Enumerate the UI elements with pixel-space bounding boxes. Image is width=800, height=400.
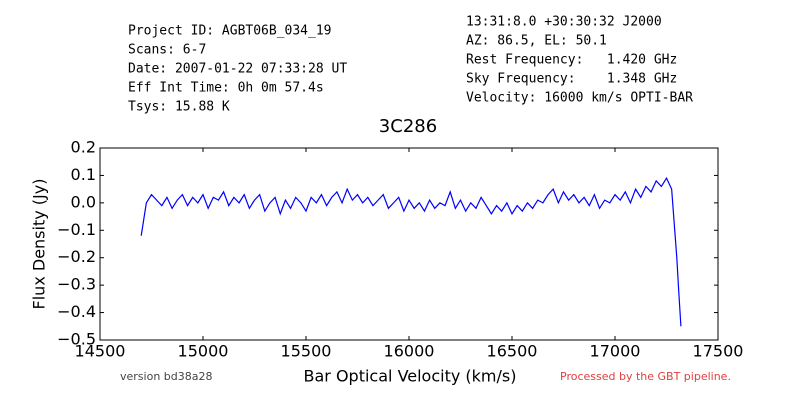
- y-tick-label: −0.2: [57, 247, 96, 266]
- y-axis-label: Flux Density (Jy): [30, 179, 49, 310]
- x-tick-label: 16000: [384, 342, 435, 361]
- y-tick-label: 0.0: [71, 192, 96, 211]
- x-tick-label: 16500: [487, 342, 538, 361]
- chart-title: 3C286: [379, 116, 437, 137]
- header-line: AZ: 86.5, EL: 50.1: [466, 34, 607, 49]
- x-axis-label: Bar Optical Velocity (km/s): [304, 367, 517, 386]
- header-line: Rest Frequency: 1.420 GHz: [466, 53, 677, 68]
- header-line: Date: 2007-01-22 07:33:28 UT: [128, 62, 347, 77]
- x-tick-label: 17000: [590, 342, 641, 361]
- y-tick-label: −0.1: [57, 220, 96, 239]
- header-line: 13:31:8.0 +30:30:32 J2000: [466, 15, 662, 30]
- spectrum-line: [140, 176, 682, 327]
- y-tick-label: 0.2: [71, 138, 96, 157]
- x-tick-label: 15500: [281, 342, 332, 361]
- x-tick-label: 15000: [178, 342, 229, 361]
- y-tick-label: 0.1: [71, 165, 96, 184]
- header-line: Scans: 6-7: [128, 43, 206, 58]
- y-tick-label: −0.3: [57, 275, 96, 294]
- pipeline-note: Processed by the GBT pipeline.: [560, 370, 731, 383]
- header-line: Eff Int Time: 0h 0m 57.4s: [128, 81, 324, 96]
- x-tick-label: 14500: [75, 342, 126, 361]
- y-tick-label: −0.4: [57, 302, 96, 321]
- header-line: Project ID: AGBT06B_034_19: [128, 24, 332, 39]
- y-tick-label: −0.5: [57, 330, 96, 349]
- header-line: Sky Frequency: 1.348 GHz: [466, 72, 677, 87]
- header-line: Velocity: 16000 km/s OPTI-BAR: [466, 91, 693, 106]
- header-line: Tsys: 15.88 K: [128, 100, 230, 115]
- x-tick-label: 17500: [693, 342, 744, 361]
- version: version bd38a28: [120, 370, 213, 383]
